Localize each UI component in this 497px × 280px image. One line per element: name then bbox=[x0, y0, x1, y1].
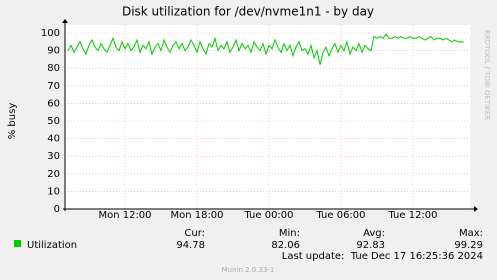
axis-arrow bbox=[474, 206, 478, 212]
x-tick-label: Mon 12:00 bbox=[98, 210, 151, 221]
x-tick-label: Tue 06:00 bbox=[315, 210, 365, 221]
plot-area bbox=[65, 25, 470, 209]
legend-header: Min: bbox=[279, 228, 300, 239]
x-tick-label: Tue 12:00 bbox=[387, 210, 437, 221]
chart-title: Disk utilization for /dev/nvme1n1 - by d… bbox=[122, 5, 374, 19]
legend-value: 92.83 bbox=[356, 240, 385, 251]
y-tick-label: 0 bbox=[54, 204, 60, 215]
legend-header: Max: bbox=[459, 228, 483, 239]
y-tick-label: 100 bbox=[41, 28, 60, 39]
legend-value: 82.06 bbox=[271, 240, 300, 251]
y-tick-label: 30 bbox=[47, 151, 60, 162]
y-tick-label: 80 bbox=[47, 63, 60, 74]
y-tick-label: 40 bbox=[47, 134, 60, 145]
last-update: Last update: Tue Dec 17 16:25:36 2024 bbox=[282, 251, 483, 262]
data-line bbox=[67, 33, 465, 65]
watermark: RRDTOOL / TOBI OETIKER bbox=[483, 30, 491, 120]
legend-label: Utilization bbox=[27, 240, 77, 251]
y-tick-label: 90 bbox=[47, 46, 60, 57]
y-tick-label: 20 bbox=[47, 169, 60, 180]
legend-header: Cur: bbox=[184, 228, 205, 239]
axis-arrow bbox=[62, 19, 68, 23]
footer: Munin 2.0.33-1 bbox=[222, 266, 275, 274]
y-tick-label: 70 bbox=[47, 81, 60, 92]
legend-value: 99.29 bbox=[454, 240, 483, 251]
x-tick-label: Mon 18:00 bbox=[170, 210, 223, 221]
y-tick-label: 10 bbox=[47, 186, 60, 197]
y-tick-label: 60 bbox=[47, 98, 60, 109]
x-tick-label: Tue 00:00 bbox=[243, 210, 293, 221]
y-tick-label: 50 bbox=[47, 116, 60, 127]
legend-value: 94.78 bbox=[176, 240, 205, 251]
legend-header: Avg: bbox=[363, 228, 385, 239]
legend-swatch bbox=[14, 240, 21, 247]
y-axis-label: % busy bbox=[7, 103, 18, 140]
